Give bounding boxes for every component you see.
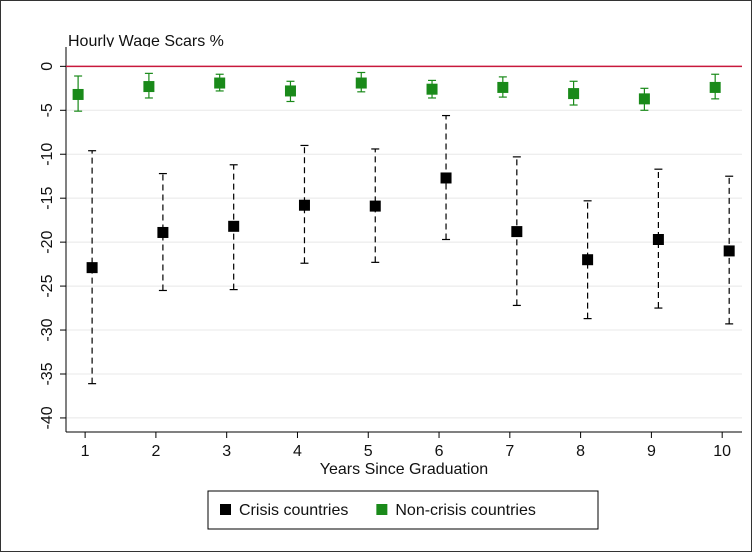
legend-swatch bbox=[220, 504, 231, 515]
x-tick-label: 9 bbox=[647, 443, 656, 460]
plot-area bbox=[66, 47, 742, 432]
point bbox=[568, 88, 580, 100]
legend-label: Non-crisis countries bbox=[395, 502, 535, 519]
x-tick-label: 7 bbox=[505, 443, 514, 460]
point bbox=[582, 254, 594, 266]
point bbox=[143, 81, 155, 93]
y-tick-label: -15 bbox=[39, 187, 56, 210]
point bbox=[298, 199, 310, 211]
point bbox=[157, 226, 169, 238]
point bbox=[652, 234, 664, 245]
x-tick-label: 8 bbox=[576, 443, 585, 460]
chart-title: Hourly Wage Scars % bbox=[68, 33, 224, 50]
point bbox=[355, 77, 367, 89]
y-tick-label: -5 bbox=[39, 103, 56, 117]
x-tick-label: 6 bbox=[435, 443, 444, 460]
y-tick-label: -25 bbox=[39, 274, 56, 297]
point bbox=[638, 93, 650, 105]
point bbox=[426, 83, 438, 95]
x-tick-label: 5 bbox=[364, 443, 373, 460]
y-tick-label: -30 bbox=[39, 318, 56, 341]
x-tick-label: 1 bbox=[81, 443, 90, 460]
point bbox=[723, 245, 735, 257]
y-tick-label: -20 bbox=[39, 230, 56, 253]
x-tick-label: 10 bbox=[713, 443, 731, 460]
point bbox=[284, 85, 296, 97]
point bbox=[497, 81, 509, 93]
x-tick-label: 4 bbox=[293, 443, 302, 460]
legend-swatch bbox=[376, 504, 388, 515]
legend-label: Crisis countries bbox=[239, 502, 348, 519]
y-tick-label: 0 bbox=[39, 62, 56, 71]
point bbox=[511, 226, 523, 238]
point bbox=[228, 220, 240, 232]
x-tick-label: 3 bbox=[222, 443, 231, 460]
y-tick-label: -10 bbox=[39, 143, 56, 166]
point bbox=[709, 81, 721, 93]
point bbox=[86, 262, 98, 274]
y-tick-label: -40 bbox=[39, 406, 56, 429]
y-tick-label: -35 bbox=[39, 362, 56, 385]
x-tick-label: 2 bbox=[151, 443, 160, 460]
x-axis-label: Years Since Graduation bbox=[320, 461, 488, 478]
legend-box bbox=[207, 490, 599, 530]
point bbox=[214, 77, 226, 89]
point bbox=[440, 172, 452, 184]
point bbox=[369, 200, 381, 212]
point bbox=[72, 88, 84, 100]
